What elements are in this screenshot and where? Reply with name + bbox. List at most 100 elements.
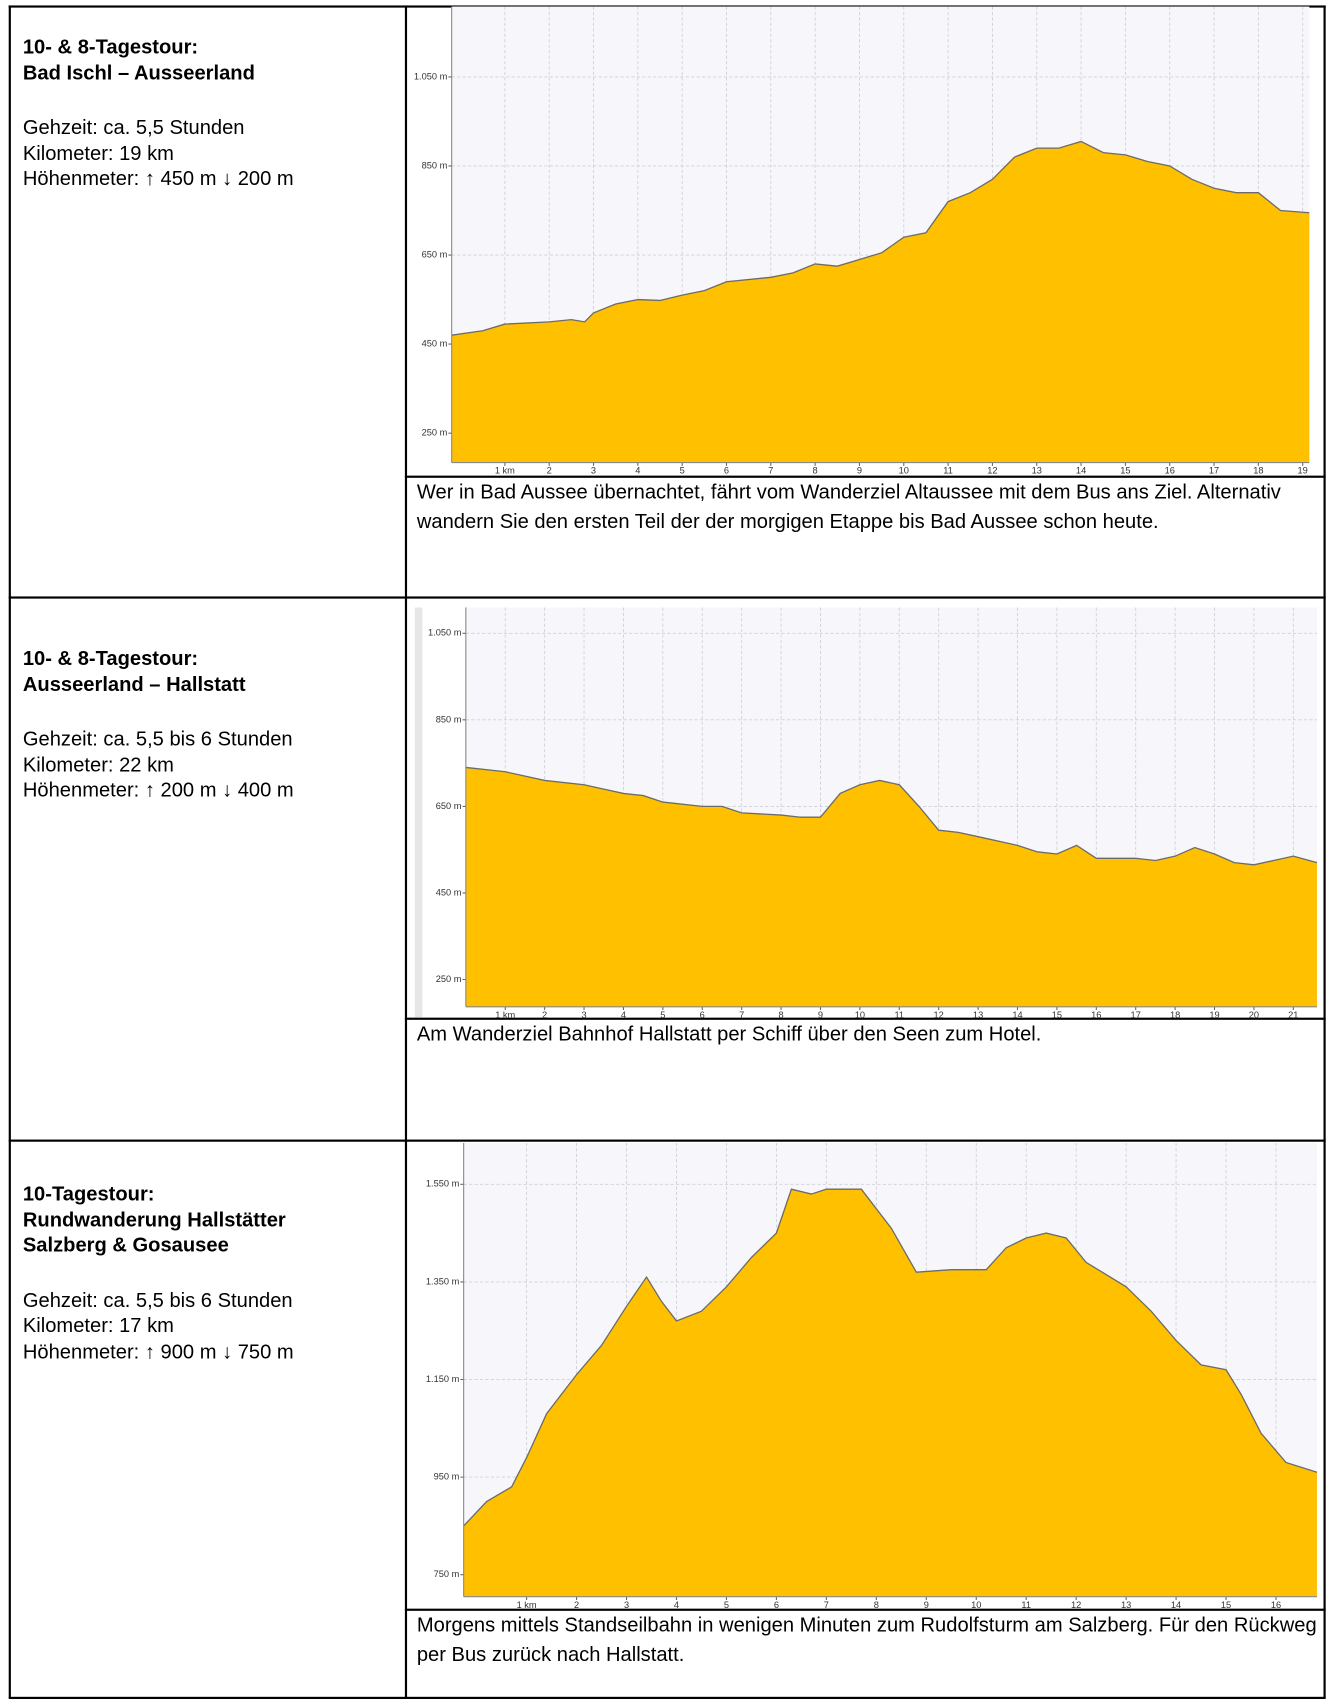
x-tick-label: 8: [778, 1010, 783, 1018]
stage-detail: Kilometer: 22 km: [22, 752, 174, 776]
stage-title: 10- & 8-Tagestour:: [22, 34, 199, 58]
x-tick-label: 14: [1012, 1010, 1022, 1018]
profile-line: [451, 140, 1310, 336]
stage-title: Ausseerland – Hallstatt: [22, 672, 246, 695]
x-tick-label: 4: [674, 1600, 679, 1609]
x-tick-label: 1 km: [495, 1010, 515, 1018]
y-tick-label: 850 m: [422, 160, 448, 170]
y-tick-label: 250 m: [422, 428, 448, 438]
x-tick-label: 4: [635, 466, 640, 476]
y-tick-label: 1.050 m: [428, 628, 462, 638]
stage-info: 10-Tagestour: Rundwanderung Hallstätter Sa…: [23, 1181, 398, 1364]
x-tick-label: 14: [1171, 1600, 1181, 1609]
table-border: [8, 5, 11, 1698]
caption: Am Wanderziel Bahnhof Hallstatt per Schi…: [416, 1022, 1042, 1045]
stage-title: Rundwanderung Hallstätter: [22, 1207, 286, 1231]
table-border: [404, 5, 407, 1698]
x-tick-label: 7: [739, 1010, 744, 1018]
y-tick-label: 650 m: [422, 249, 448, 259]
x-tick-label: 9: [818, 1010, 823, 1018]
x-tick-label: 2: [574, 1600, 579, 1609]
x-tick-label: 8: [874, 1600, 879, 1609]
x-tick-label: 8: [813, 466, 818, 476]
y-tick-label: 650 m: [436, 801, 462, 811]
x-tick-label: 9: [857, 466, 862, 476]
x-tick-label: 6: [700, 1010, 705, 1018]
profile-line: [465, 766, 1318, 866]
y-tick-label: 850 m: [436, 714, 462, 724]
x-tick-label: 5: [680, 466, 685, 476]
x-tick-label: 10: [899, 466, 909, 476]
x-tick-label: 11: [1021, 1600, 1031, 1609]
x-tick-label: 19: [1209, 1010, 1219, 1018]
x-tick-label: 9: [924, 1600, 929, 1609]
x-tick-label: 21: [1288, 1010, 1298, 1018]
stage-title: Salzberg & Gosausee: [22, 1233, 229, 1257]
x-tick-label: 11: [894, 1010, 904, 1018]
x-tick-label: 12: [987, 466, 997, 476]
stage-detail: Höhenmeter: ↑ 450 m ↓ 200 m: [22, 166, 294, 190]
x-tick-label: 7: [768, 466, 773, 476]
x-tick-label: 6: [774, 1600, 779, 1609]
x-tick-label: 4: [621, 1010, 626, 1018]
stage-title: 10-Tagestour:: [22, 1182, 155, 1205]
y-tick-label: 1.050 m: [415, 71, 448, 81]
x-tick-label: 15: [1221, 1600, 1231, 1609]
y-tick-label: 950 m: [434, 1472, 460, 1482]
frame-band: [414, 607, 423, 1018]
x-tick-label: 10: [855, 1010, 865, 1018]
table-border: [8, 1696, 1326, 1699]
x-tick-label: 1 km: [495, 466, 515, 476]
stage-detail: Gehzeit: ca. 5,5 bis 6 Stunden: [22, 727, 293, 750]
x-tick-label: 5: [724, 1600, 729, 1609]
stage-detail: Kilometer: 19 km: [22, 140, 174, 164]
x-tick-label: 13: [1121, 1600, 1131, 1609]
area-fill: [463, 1189, 1317, 1597]
stage-info: 10- & 8-Tagestour: Bad Ischl – Ausseerlan…: [23, 34, 398, 191]
table-border: [8, 596, 1326, 599]
elevation-chart: 250 m 450 m 650 m 850 m 1.050 m 1 km 2 3 4 5 6 7 8 9 1…: [414, 607, 1318, 1018]
profile-line: [463, 1188, 1318, 1527]
y-tick-label: 450 m: [422, 339, 448, 349]
caption: Wer in Bad Aussee übernachtet, fährt vom…: [416, 479, 1281, 532]
y-tick-label: 750 m: [434, 1569, 460, 1579]
x-tick-label: 16: [1271, 1600, 1281, 1609]
x-tick-label: 14: [1076, 466, 1086, 476]
stage-detail: Kilometer: 17 km: [22, 1313, 174, 1337]
x-tick-label: 12: [1071, 1600, 1081, 1609]
x-tick-label: 17: [1131, 1010, 1141, 1018]
x-tick-label: 3: [624, 1600, 629, 1609]
stage-detail: Gehzeit: ca. 5,5 bis 6 Stunden: [22, 1288, 293, 1311]
x-tick-label: 1 km: [517, 1600, 537, 1609]
x-tick-label: 19: [1298, 466, 1308, 476]
x-tick-label: 2: [542, 1010, 547, 1018]
y-tick-label: 450 m: [436, 887, 462, 897]
y-tick-label: 250 m: [436, 974, 462, 984]
table-border: [8, 1139, 1326, 1142]
caption: Morgens mittels Standseilbahn in wenigen…: [416, 1613, 1317, 1665]
x-tick-label: 16: [1165, 466, 1175, 476]
x-tick-label: 16: [1091, 1010, 1101, 1018]
x-tick-label: 13: [973, 1010, 983, 1018]
table-border: [8, 5, 1326, 8]
x-tick-label: 13: [1032, 466, 1042, 476]
x-tick-label: 17: [1209, 466, 1219, 476]
y-tick-label: 1.150 m: [426, 1374, 460, 1384]
x-tick-label: 3: [581, 1010, 586, 1018]
table-border: [1323, 5, 1326, 1698]
stage-info: 10- & 8-Tagestour: Ausseerland – Hallstat…: [23, 645, 398, 802]
x-tick-label: 15: [1052, 1010, 1062, 1018]
x-tick-label: 5: [660, 1010, 665, 1018]
stage-title: Bad Ischl – Ausseerland: [22, 60, 255, 84]
x-tick-label: 10: [971, 1600, 981, 1609]
area-fill: [451, 141, 1310, 463]
y-tick-label: 1.350 m: [426, 1276, 460, 1286]
elevation-chart: 750 m 950 m 1.150 m 1.350 m 1.550 m 1 km 2 3 4 5 6…: [426, 1142, 1318, 1609]
x-tick-label: 11: [943, 466, 953, 476]
x-tick-label: 2: [547, 466, 552, 476]
x-tick-label: 3: [591, 466, 596, 476]
x-tick-label: 18: [1170, 1010, 1180, 1018]
table-border: [404, 1017, 1326, 1020]
table-border: [404, 475, 1326, 478]
